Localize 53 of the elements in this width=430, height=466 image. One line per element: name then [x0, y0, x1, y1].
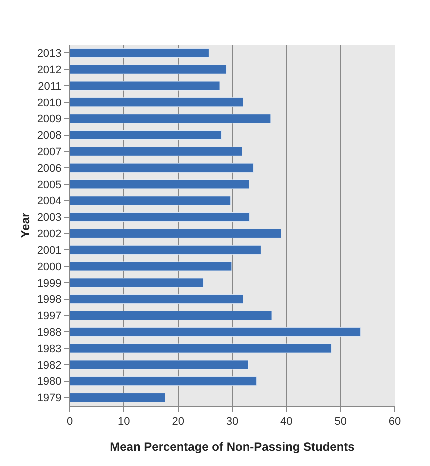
y-tick-label: 2007: [37, 146, 62, 159]
bar: [70, 212, 250, 222]
bar: [70, 146, 242, 156]
bar: [70, 245, 262, 255]
x-tick-label: 0: [66, 416, 74, 428]
y-tick-label: 2011: [38, 80, 62, 93]
bar: [70, 294, 244, 304]
bar: [70, 327, 362, 337]
y-tick-label: 2004: [37, 196, 62, 208]
y-tick-label: 2003: [37, 212, 62, 224]
bar: [70, 262, 232, 272]
x-tick-label: 30: [226, 416, 239, 428]
x-tick-label: 50: [334, 416, 347, 428]
bar: [70, 48, 210, 58]
y-tick-label: 2008: [37, 130, 62, 142]
y-tick-label: 1983: [37, 343, 62, 356]
x-axis-title: Mean Percentage of Non-Passing Students: [110, 440, 356, 454]
y-tick-label: 2012: [37, 64, 62, 76]
x-tick-label: 60: [388, 416, 402, 428]
bar: [70, 98, 244, 108]
bar: [70, 163, 254, 173]
x-tick-label: 20: [172, 416, 184, 428]
bar: [70, 64, 227, 74]
bar: [70, 393, 166, 403]
y-axis-title: Year: [18, 212, 33, 238]
bar: [70, 180, 250, 190]
y-tick-label: 1997: [37, 310, 62, 323]
y-tick-label: 2006: [37, 162, 62, 175]
bar: [70, 114, 272, 124]
bar: [70, 81, 220, 91]
y-tick-label: 1999: [37, 278, 62, 290]
y-tick-label: 2010: [37, 97, 62, 110]
x-tick-label: 40: [280, 416, 293, 428]
y-tick-label: 1979: [37, 392, 62, 405]
y-tick-label: 1998: [37, 294, 62, 306]
bar: [70, 310, 272, 321]
y-tick-label: 1988: [37, 327, 62, 340]
y-tick-label: 2013: [37, 48, 62, 60]
x-tick-label: 10: [118, 416, 130, 428]
bar: [70, 130, 222, 140]
bar: [70, 344, 332, 354]
y-tick-label: 2001: [37, 244, 62, 257]
y-tick-label: 1982: [37, 360, 62, 372]
bar: [70, 228, 282, 238]
y-tick-label: 2005: [37, 179, 62, 192]
bar: [70, 196, 232, 206]
bar: [70, 376, 258, 386]
y-tick-label: 2009: [37, 114, 62, 126]
y-tick-label: 2002: [37, 228, 62, 241]
bar: [70, 360, 249, 370]
y-tick-label: 1980: [37, 376, 62, 388]
y-tick-label: 2000: [37, 261, 62, 274]
bar: [70, 278, 204, 288]
